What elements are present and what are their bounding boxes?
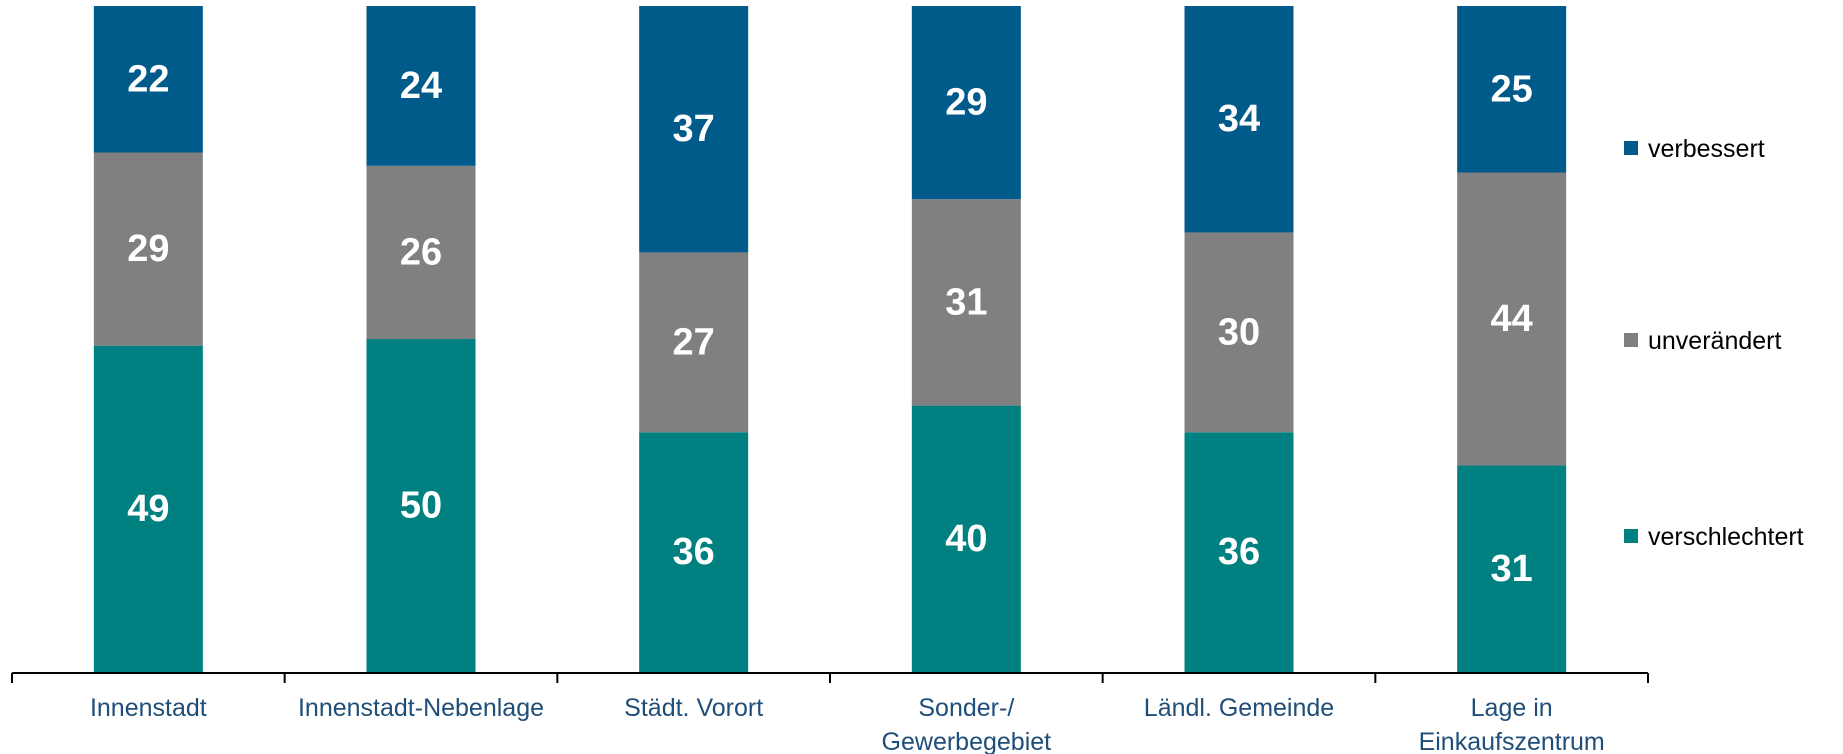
category-label-6-line-1: Lage in — [1471, 694, 1553, 722]
data-label-verbessert-6: 25 — [1491, 68, 1533, 110]
bar-unverandert-4 — [911, 199, 1021, 406]
data-label-unverandert-4: 31 — [945, 281, 987, 323]
bar-verbessert-2 — [366, 6, 476, 166]
category-label-5: Ländl. Gemeinde — [1144, 694, 1334, 722]
bar-verbessert-1 — [93, 6, 203, 153]
category-labels: Innenstadt Innenstadt-Nebenlage Städt. Vor… — [90, 694, 1605, 754]
data-label-unverandert-5: 30 — [1218, 311, 1260, 353]
bar-verbessert-3 — [639, 6, 749, 253]
data-label-verbessert-5: 34 — [1218, 98, 1260, 140]
legend-swatch-unverandert — [1624, 333, 1638, 347]
category-label-6-line-2: Einkaufszentrum — [1419, 728, 1605, 754]
bar-unverandert-5 — [1184, 232, 1294, 433]
data-label-unverandert-1: 29 — [127, 228, 169, 270]
bar-unverandert-6 — [1457, 172, 1567, 466]
bar-unverandert-2 — [366, 165, 476, 339]
legend: verbessert unverändert verschlechtert — [1624, 135, 1804, 551]
bar-unverandert-1 — [93, 152, 203, 346]
data-label-unverandert-2: 26 — [400, 231, 442, 273]
category-label-1: Innenstadt — [90, 694, 207, 722]
x-axis — [11, 672, 1649, 683]
bar-verschlechtert-5 — [1184, 432, 1294, 672]
data-label-verschlechtert-1: 49 — [127, 488, 169, 530]
bar-verschlechtert-1 — [93, 345, 203, 672]
data-label-verbessert-1: 22 — [127, 58, 169, 100]
category-label-3: Städt. Vorort — [624, 694, 763, 722]
category-label-4-line-1: Sonder-/ — [918, 694, 1014, 722]
data-label-unverandert-6: 44 — [1491, 298, 1533, 340]
legend-swatch-verbessert — [1624, 141, 1638, 155]
data-label-unverandert-3: 27 — [673, 321, 715, 363]
category-label-4-line-2: Gewerbegebiet — [882, 728, 1052, 754]
data-label-verschlechtert-5: 36 — [1218, 531, 1260, 573]
data-label-verschlechtert-3: 36 — [673, 531, 715, 573]
bar-verbessert-5 — [1184, 6, 1294, 233]
legend-label-unverandert: unverändert — [1648, 327, 1781, 355]
data-label-verschlechtert-6: 31 — [1491, 548, 1533, 590]
legend-swatch-verschlechtert — [1624, 529, 1638, 543]
bars-group: 49 29 22 50 26 24 36 27 37 40 31 29 36 30 34 31 44 25 — [93, 6, 1567, 672]
bar-verschlechtert-6 — [1457, 465, 1567, 672]
legend-label-verschlechtert: verschlechtert — [1648, 523, 1804, 551]
data-label-verbessert-2: 24 — [400, 65, 442, 107]
data-label-verschlechtert-4: 40 — [945, 518, 987, 560]
bar-verschlechtert-4 — [911, 405, 1021, 672]
bar-unverandert-3 — [639, 252, 749, 433]
data-label-verbessert-4: 29 — [945, 82, 987, 124]
bar-verbessert-4 — [911, 6, 1021, 200]
bar-verschlechtert-2 — [366, 339, 476, 672]
data-label-verschlechtert-2: 50 — [400, 485, 442, 527]
category-label-2: Innenstadt-Nebenlage — [298, 694, 544, 722]
bar-verschlechtert-3 — [639, 432, 749, 672]
bar-verbessert-6 — [1457, 6, 1567, 173]
legend-label-verbessert: verbessert — [1648, 135, 1765, 163]
data-label-verbessert-3: 37 — [673, 108, 715, 150]
